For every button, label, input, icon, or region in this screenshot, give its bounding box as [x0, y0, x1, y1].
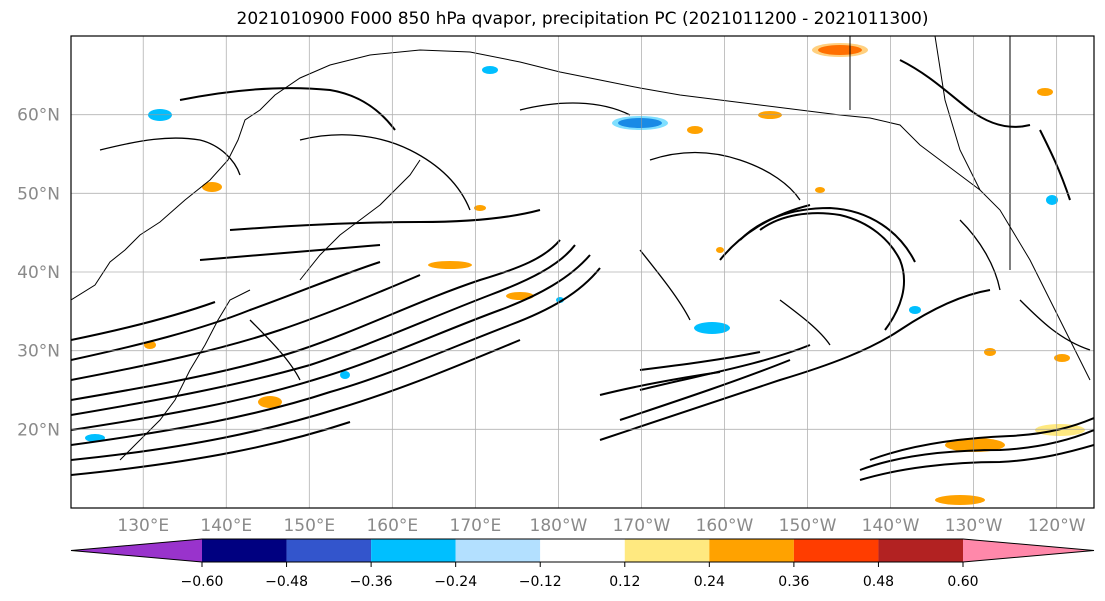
longitude-labels: 130°E 140°E 150°E 160°E 170°E 180°W 170°W 160°W…	[117, 516, 1085, 536]
colorbar-tick-label: 0.48	[863, 574, 894, 590]
lat-tick-label: 30°N	[17, 342, 60, 362]
lat-tick-label: 20°N	[17, 420, 60, 440]
lon-tick-label: 170°W	[613, 516, 671, 536]
colorbar-min-arrow	[71, 539, 202, 562]
lon-tick-label: 150°W	[779, 516, 837, 536]
lon-tick-label: 170°E	[450, 516, 502, 536]
contour-lines-thin	[99, 102, 1091, 381]
colorbar-box	[793, 539, 879, 562]
coastlines	[71, 36, 1091, 461]
colorbar-tick-label: 0.12	[609, 574, 640, 590]
precip-shading	[85, 43, 1085, 505]
lon-tick-label: 160°E	[366, 516, 418, 536]
colorbar-tick-label: −0.36	[350, 574, 393, 590]
plot-border	[70, 35, 1095, 509]
lon-tick-label: 160°W	[696, 516, 754, 536]
lon-tick-label: 120°W	[1028, 516, 1086, 536]
colorbar-labels: −0.60 −0.48 −0.36 −0.24 −0.12 0.12 0.24 0.36 0.4…	[181, 562, 979, 590]
lat-tick-label: 60°N	[17, 106, 60, 126]
colorbar	[70, 538, 1095, 563]
colorbar-tick-label: −0.12	[519, 574, 562, 590]
grid-lines	[71, 36, 1094, 508]
map-title: 2021010900 F000 850 hPa qvapor, precipit…	[236, 9, 929, 29]
lon-tick-label: 140°E	[200, 516, 252, 536]
colorbar-box	[371, 539, 456, 562]
lon-tick-label: 130°E	[117, 516, 169, 536]
colorbar-box	[624, 539, 710, 562]
colorbar-tick-label: 0.36	[778, 574, 809, 590]
lon-tick-label: 150°E	[283, 516, 335, 536]
latitude-labels: 60°N 50°N 40°N 30°N 20°N	[17, 106, 60, 441]
colorbar-box	[455, 539, 541, 562]
colorbar-max-arrow	[963, 539, 1094, 562]
colorbar-tick-label: −0.60	[181, 574, 224, 590]
colorbar-box	[540, 539, 625, 562]
lat-tick-label: 50°N	[17, 184, 60, 204]
lon-tick-label: 130°W	[945, 516, 1003, 536]
colorbar-tick-label: −0.24	[434, 574, 477, 590]
colorbar-tick-label: 0.24	[694, 574, 725, 590]
lat-tick-label: 40°N	[17, 263, 60, 283]
colorbar-tick-label: 0.60	[947, 574, 978, 590]
colorbar-box	[286, 539, 372, 562]
colorbar-tick-label: −0.48	[265, 574, 308, 590]
contour-lines	[71, 59, 1094, 481]
colorbar-box	[202, 539, 287, 562]
colorbar-box	[878, 539, 963, 562]
colorbar-box	[709, 539, 794, 562]
lon-tick-label: 180°W	[530, 516, 588, 536]
lon-tick-label: 140°W	[862, 516, 920, 536]
